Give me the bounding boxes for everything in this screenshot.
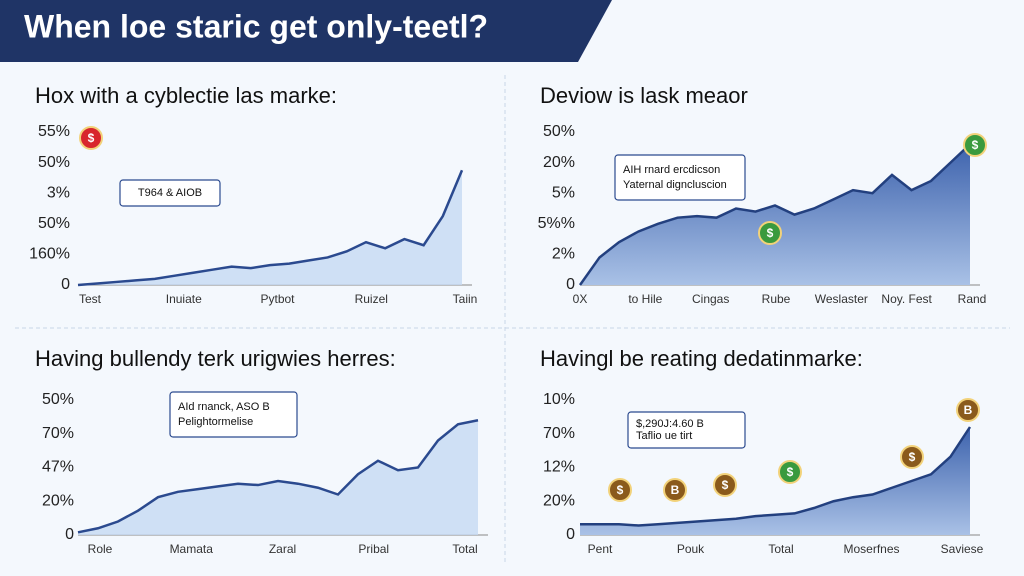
y-tick-label: 50% xyxy=(38,215,70,232)
y-tick-label: 0 xyxy=(65,526,74,543)
y-tick-label: 0 xyxy=(566,276,575,293)
y-tick-label: 160% xyxy=(29,246,70,263)
y-tick-label: 10% xyxy=(543,391,575,408)
x-tick-label: 0X xyxy=(573,292,588,306)
y-tick-label: 0 xyxy=(566,526,575,543)
y-tick-label: 2% xyxy=(552,246,575,263)
annotation-text: $,290J:4.60 B xyxy=(636,418,704,430)
x-tick-label: Total xyxy=(768,542,793,556)
x-tick-label: Pribal xyxy=(358,542,389,556)
y-tick-label: 20% xyxy=(543,154,575,171)
banner xyxy=(0,0,612,62)
coin-symbol: $ xyxy=(909,450,916,464)
annotation-text: Pelightormelise xyxy=(178,416,253,428)
x-tick-label: Ruizel xyxy=(355,292,388,306)
area xyxy=(580,427,970,535)
x-tick-label: Pouk xyxy=(677,542,705,556)
coin-badge xyxy=(956,398,980,422)
x-tick-label: Pent xyxy=(588,542,613,556)
y-tick-label: 0 xyxy=(61,276,70,293)
x-tick-label: to Hile xyxy=(628,292,662,306)
x-tick-label: Inuiate xyxy=(166,292,202,306)
annotation-box xyxy=(627,411,746,449)
y-tick-label: 3% xyxy=(47,184,70,201)
coin-badge xyxy=(663,478,687,502)
annotation-box xyxy=(614,154,746,201)
annotation-text: AId rnanck, ASO B xyxy=(178,401,270,413)
coin-symbol: B xyxy=(964,403,973,417)
panel-title: Havingl be reating dedatinmarke: xyxy=(540,346,863,371)
y-tick-label: 5%% xyxy=(538,215,575,232)
coin-symbol: $ xyxy=(88,131,95,145)
x-tick-label: Pytbot xyxy=(260,292,295,306)
x-tick-label: Saviese xyxy=(941,542,984,556)
x-tick-label: Moserfnes xyxy=(843,542,899,556)
coin-badge xyxy=(963,133,987,157)
coin-symbol: $ xyxy=(617,483,624,497)
annotation-text: Yaternal digncluscion xyxy=(623,179,727,191)
y-tick-label: 5% xyxy=(552,184,575,201)
coin-badge xyxy=(713,473,737,497)
x-tick-label: Taiin xyxy=(453,292,478,306)
annotation-text: T964 & AIOB xyxy=(138,187,202,199)
x-tick-label: Mamata xyxy=(170,542,214,556)
coin-symbol: $ xyxy=(972,138,979,152)
annotation-box xyxy=(169,391,298,438)
area xyxy=(78,170,462,285)
annotation-text: Taflio ue tirt xyxy=(636,430,692,442)
coin-symbol: $ xyxy=(722,478,729,492)
y-tick-label: 50% xyxy=(38,154,70,171)
y-tick-label: 70% xyxy=(42,425,74,442)
annotation-text: AIH rnard ercdicson xyxy=(623,164,720,176)
coin-symbol: $ xyxy=(767,226,774,240)
x-tick-label: Test xyxy=(79,292,102,306)
line xyxy=(580,426,972,527)
x-tick-label: Weslaster xyxy=(815,292,868,306)
panel-title: Hox with a cyblectie las marke: xyxy=(35,83,337,108)
coin-badge xyxy=(79,126,103,150)
coin-badge xyxy=(900,445,924,469)
line xyxy=(77,419,479,534)
y-tick-label: 50% xyxy=(543,123,575,140)
y-tick-label: 55% xyxy=(38,123,70,140)
x-tick-label: Cingas xyxy=(692,292,729,306)
x-tick-label: Rand xyxy=(958,292,987,306)
y-tick-label: 20% xyxy=(42,492,74,509)
coin-badge xyxy=(758,221,782,245)
x-tick-label: Noy. Fest xyxy=(881,292,932,306)
line xyxy=(77,169,464,287)
y-tick-label: 47% xyxy=(42,459,74,476)
x-tick-label: Total xyxy=(452,542,477,556)
coin-symbol: $ xyxy=(787,465,794,479)
area xyxy=(78,420,478,535)
coin-badge xyxy=(608,478,632,502)
annotation-box xyxy=(119,179,221,207)
coin-badge xyxy=(778,460,802,484)
coin-symbol: B xyxy=(671,483,680,497)
x-tick-label: Role xyxy=(88,542,113,556)
x-tick-label: Zaral xyxy=(269,542,296,556)
y-tick-label: 50% xyxy=(42,391,74,408)
y-tick-label: 70% xyxy=(543,425,575,442)
y-tick-label: 20% xyxy=(543,492,575,509)
banner-title: When loe staric get only-teetl? xyxy=(24,8,488,44)
x-tick-label: Rube xyxy=(762,292,791,306)
panel-title: Having bullendy terk urigwies herres: xyxy=(35,346,396,371)
y-tick-label: 12% xyxy=(543,459,575,476)
panel-title: Deviow is lask meaor xyxy=(540,83,748,108)
area xyxy=(580,144,970,285)
line xyxy=(578,143,971,286)
